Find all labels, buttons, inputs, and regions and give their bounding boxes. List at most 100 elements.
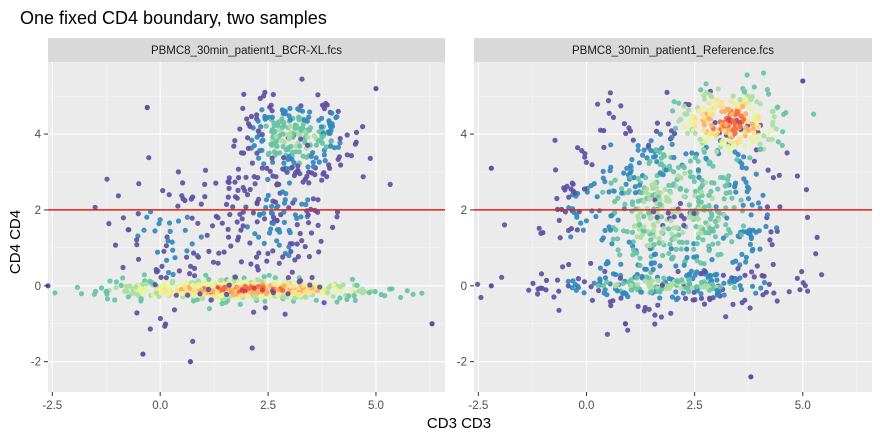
data-point	[240, 184, 246, 191]
data-point	[771, 114, 777, 120]
data-point	[326, 285, 332, 291]
data-point	[709, 281, 716, 287]
data-point	[556, 217, 562, 223]
data-point	[814, 234, 820, 240]
data-point	[731, 284, 738, 291]
data-point	[625, 294, 631, 300]
data-point	[765, 136, 772, 143]
data-point	[319, 140, 325, 146]
data-point	[690, 297, 696, 303]
data-point	[269, 114, 275, 120]
x-tick-label: 0.0	[578, 400, 594, 412]
data-point	[184, 214, 190, 220]
data-point	[657, 295, 663, 301]
data-point	[143, 281, 149, 287]
y-axis-label: CD4 CD4	[7, 210, 24, 274]
data-point	[676, 239, 683, 245]
data-point	[271, 281, 277, 287]
data-point	[696, 198, 702, 205]
x-tick-label: 5.0	[368, 400, 384, 412]
data-point	[715, 186, 721, 192]
data-point	[750, 227, 756, 233]
data-point	[268, 102, 274, 108]
data-point	[387, 286, 393, 292]
data-point	[651, 154, 657, 160]
data-point	[675, 278, 681, 285]
data-point	[235, 237, 241, 243]
data-point	[310, 159, 316, 165]
data-point	[286, 227, 292, 233]
data-point	[744, 184, 751, 190]
data-point	[751, 84, 757, 90]
data-point	[180, 180, 186, 186]
data-point	[641, 147, 647, 153]
data-point	[748, 96, 754, 103]
data-point	[739, 251, 745, 257]
data-point	[326, 162, 332, 168]
data-point	[398, 294, 404, 301]
data-point	[747, 155, 753, 161]
data-point	[742, 143, 748, 149]
data-point	[719, 103, 725, 109]
data-point	[307, 282, 313, 288]
data-point	[637, 262, 643, 269]
data-point	[724, 215, 730, 221]
data-point	[632, 184, 638, 190]
data-point	[706, 116, 712, 122]
data-point	[730, 259, 736, 265]
data-point	[769, 242, 775, 248]
data-point	[723, 121, 729, 127]
data-point	[727, 148, 733, 155]
data-point	[270, 220, 276, 226]
data-point	[706, 230, 712, 236]
data-point	[636, 160, 643, 166]
data-point	[719, 108, 725, 115]
x-tick-label: -2.5	[42, 400, 62, 412]
data-point	[695, 167, 702, 173]
data-point	[755, 200, 762, 206]
data-point	[638, 190, 644, 196]
data-point	[107, 278, 113, 284]
y-tick-label: 2	[461, 205, 467, 217]
data-point	[208, 297, 214, 303]
data-point	[628, 168, 634, 174]
data-point	[710, 163, 716, 169]
data-point	[351, 293, 357, 299]
data-point	[566, 205, 572, 211]
data-point	[179, 290, 185, 297]
data-point	[323, 144, 329, 150]
data-point	[713, 103, 719, 109]
data-point	[103, 288, 109, 295]
data-point	[316, 159, 322, 165]
data-point	[320, 171, 326, 177]
data-point	[601, 290, 607, 296]
data-point	[286, 136, 292, 142]
data-point	[699, 177, 705, 183]
data-point	[751, 274, 757, 280]
data-point	[765, 167, 771, 173]
data-point	[337, 140, 343, 146]
data-point	[678, 185, 684, 191]
data-point	[295, 291, 301, 297]
data-point	[552, 137, 558, 143]
x-tick-label: 2.5	[687, 400, 703, 412]
data-point	[306, 289, 312, 295]
data-point	[698, 230, 704, 236]
data-point	[286, 244, 292, 250]
data-point	[797, 287, 803, 293]
data-point	[666, 276, 673, 282]
data-point	[668, 310, 674, 316]
data-point	[237, 293, 244, 299]
data-point	[268, 210, 274, 216]
data-point	[190, 250, 197, 256]
data-point	[575, 276, 582, 282]
data-point	[195, 254, 201, 260]
data-point	[692, 116, 699, 122]
data-point	[213, 180, 219, 186]
data-point	[183, 280, 189, 286]
data-point	[660, 252, 666, 259]
data-point	[714, 149, 720, 155]
data-point	[216, 250, 222, 256]
data-point	[262, 305, 268, 311]
data-point	[164, 257, 170, 263]
